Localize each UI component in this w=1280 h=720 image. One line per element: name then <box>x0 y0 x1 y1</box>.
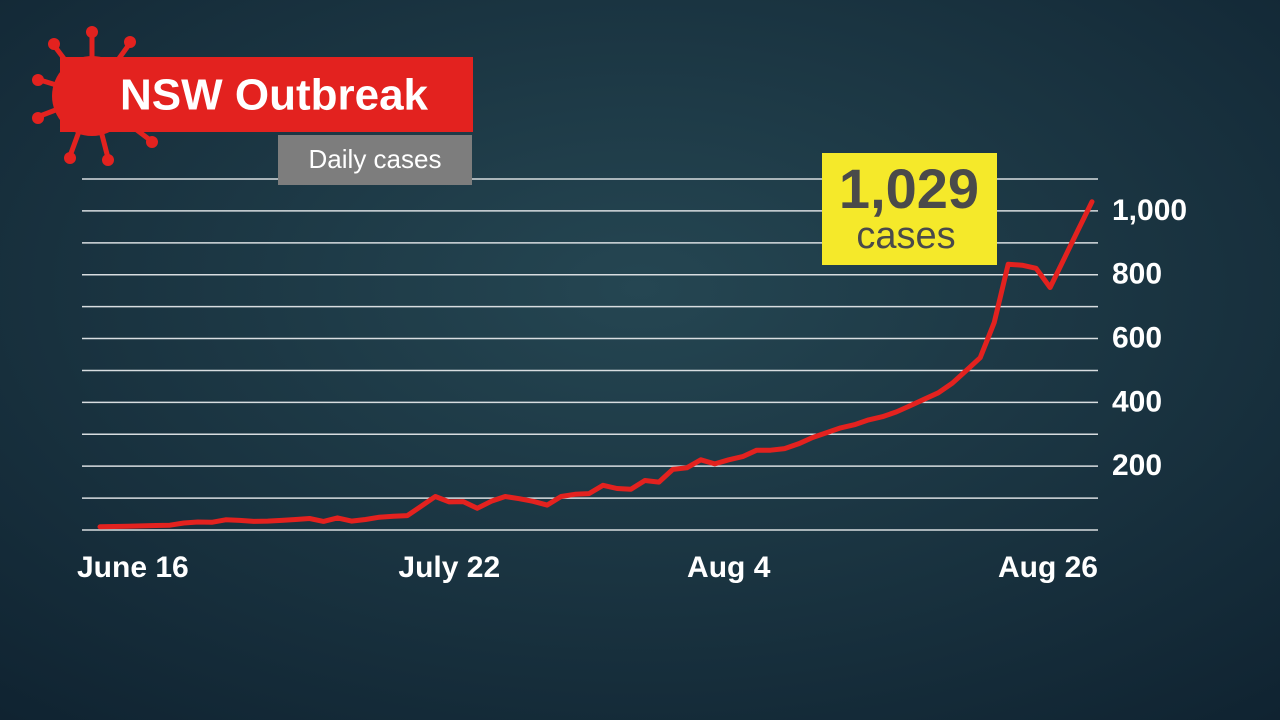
annotation-unit: cases <box>856 215 955 257</box>
data-line <box>97 199 1095 530</box>
y-tick-label: 1,000 <box>1112 194 1187 227</box>
x-tick-label: July 22 <box>398 551 500 584</box>
y-tick-label: 600 <box>1112 321 1162 354</box>
x-tick-label: Aug 4 <box>687 551 771 584</box>
y-tick-label: 800 <box>1112 258 1162 291</box>
annotation-box <box>822 153 997 265</box>
title-box <box>60 57 473 132</box>
chart-subtitle: Daily cases <box>309 144 442 174</box>
y-tick-label: 400 <box>1112 385 1162 418</box>
x-tick-label: Aug 26 <box>998 551 1098 584</box>
y-tick-label: 200 <box>1112 449 1162 482</box>
subtitle-box <box>278 135 472 185</box>
chart-title: NSW Outbreak <box>120 71 429 120</box>
annotation-value: 1,029 <box>839 157 979 220</box>
x-tick-label: June 16 <box>77 551 189 584</box>
